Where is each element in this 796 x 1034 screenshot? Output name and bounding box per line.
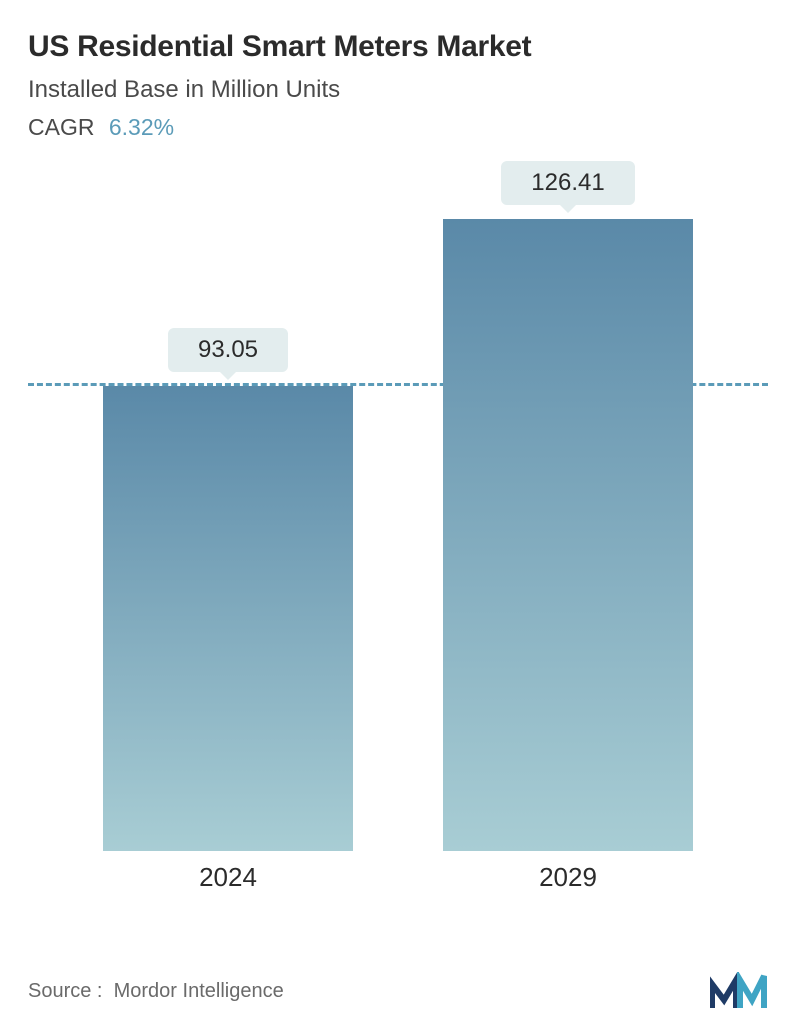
source-label: Source : [28,980,102,1002]
chart-area: 93.052024126.412029 [28,181,768,901]
bar-group: 93.052024 [103,386,353,851]
value-label: 93.05 [168,328,288,372]
cagr-line: CAGR 6.32% [28,114,768,141]
footer: Source : Mordor Intelligence [28,972,768,1010]
bar [443,219,693,851]
mordor-logo-icon [710,972,768,1010]
value-label: 126.41 [501,161,634,205]
source-name: Mordor Intelligence [114,980,284,1002]
cagr-value: 6.32% [109,114,174,140]
bar [103,386,353,851]
bars-container: 93.052024 126.412029 [28,201,768,851]
cagr-label: CAGR [28,114,94,140]
bar-group: 126.412029 [443,219,693,851]
source-text: Source : Mordor Intelligence [28,980,284,1003]
chart-title: US Residential Smart Meters Market [28,30,768,64]
x-axis-label: 2024 [199,862,257,893]
chart-subtitle: Installed Base in Million Units [28,76,768,104]
x-axis-label: 2029 [539,862,597,893]
